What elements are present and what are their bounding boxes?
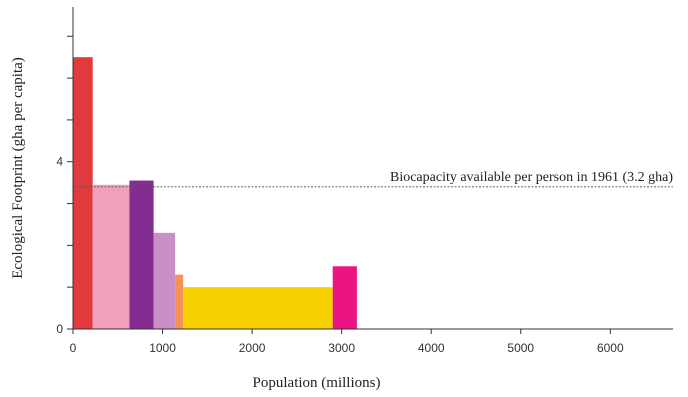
y-axis-title: Ecological Footprint (gha per capita) [10, 57, 26, 279]
y-tick-label-4: 4 [56, 155, 63, 169]
bar-7 [332, 266, 357, 329]
x-tick-label-6000: 6000 [597, 341, 624, 355]
x-tick-label-3000: 3000 [328, 341, 355, 355]
bar-3 [129, 180, 154, 329]
x-tick-label-2000: 2000 [239, 341, 266, 355]
bar-2 [92, 184, 130, 329]
bars-layer [73, 57, 357, 330]
x-tick-label-1000: 1000 [149, 341, 176, 355]
x-axis-title: Population (millions) [253, 375, 381, 391]
bar-1 [73, 57, 93, 330]
ticks-layer: 0 1000 2000 3000 4000 5000 6000 0 4 [56, 35, 624, 355]
axes-layer [72, 7, 673, 330]
y-tick-label-0: 0 [56, 322, 63, 336]
x-tick-label-4000: 4000 [418, 341, 445, 355]
bar-5 [175, 274, 184, 329]
reference-line-group: Biocapacity available per person in 1961… [73, 170, 673, 188]
x-tick-label-5000: 5000 [507, 341, 534, 355]
biocapacity-annotation: Biocapacity available per person in 1961… [390, 170, 673, 185]
x-tick-label-0: 0 [70, 341, 77, 355]
bar-4 [153, 232, 176, 329]
bar-6 [183, 287, 333, 329]
